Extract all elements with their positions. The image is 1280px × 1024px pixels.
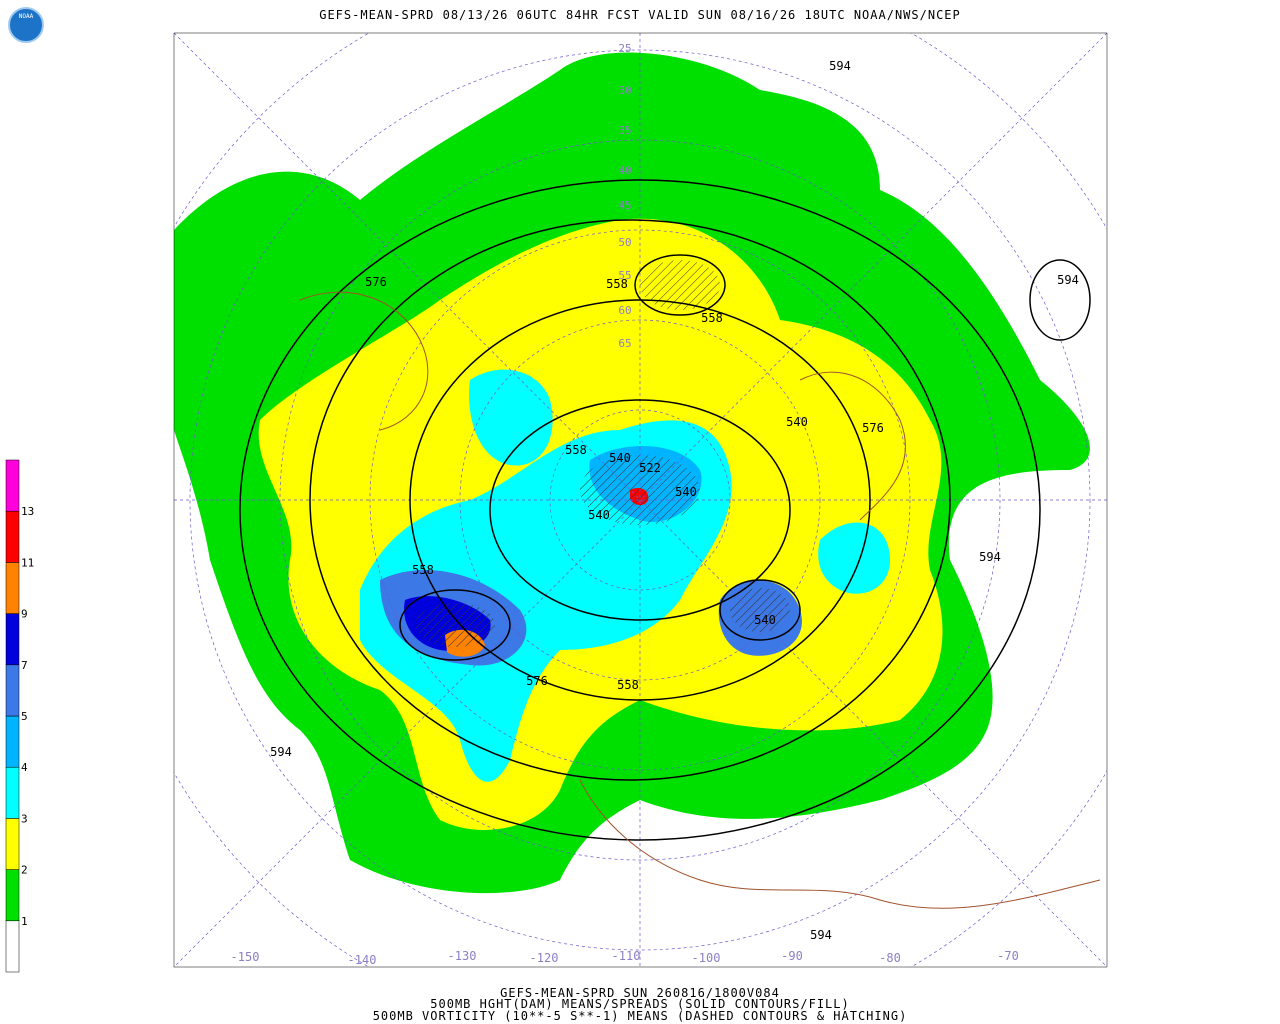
contour-label: 594 — [979, 550, 1001, 564]
latitude-label: 60 — [618, 304, 631, 317]
latitude-label: 25 — [618, 42, 631, 55]
contour-label: 594 — [1057, 273, 1079, 287]
colorbar-label: 9 — [21, 608, 28, 621]
contour-label: 576 — [365, 275, 387, 289]
longitude-label: -90 — [781, 949, 803, 963]
colorbar-cell — [5, 818, 20, 870]
latitude-label: 35 — [618, 124, 631, 137]
contour-label: 594 — [829, 59, 851, 73]
colorbar-label: 2 — [21, 864, 28, 877]
longitude-label: -150 — [231, 950, 260, 964]
colorbar-label: 4 — [21, 761, 28, 774]
latitude-label: 55 — [618, 269, 631, 282]
title: GEFS-MEAN-SPRD 08/13/26 06UTC 84HR FCST … — [319, 8, 961, 22]
contour-label: 540 — [588, 508, 610, 522]
colorbar-cell — [5, 869, 20, 922]
coastlines — [299, 291, 1101, 909]
contour-label: 540 — [675, 485, 697, 499]
vort-hatch — [640, 260, 720, 310]
contour-label: 576 — [526, 674, 548, 688]
colorbar-cell — [5, 715, 20, 768]
longitude-label: -130 — [448, 949, 477, 963]
footer-line: 500MB VORTICITY (10**-5 S**-1) MEANS (DA… — [373, 1009, 908, 1023]
contour-label: 558 — [565, 443, 587, 457]
colorbar-label: 1 — [21, 915, 28, 928]
colorbar-label: 5 — [21, 710, 28, 723]
vort-hatch — [415, 603, 495, 647]
spread-fill-5 — [818, 522, 890, 594]
colorbar-cell — [5, 562, 20, 614]
map — [174, 33, 1107, 967]
longitude-label: -100 — [692, 951, 721, 965]
colorbar-cell — [5, 920, 20, 973]
longitude-label: -120 — [530, 951, 559, 965]
longitude-label: -110 — [612, 949, 641, 963]
colorbar-cell — [5, 459, 20, 512]
footer-line: 500MB HGHT(DAM) MEANS/SPREADS (SOLID CON… — [430, 997, 849, 1011]
longitude-label: -140 — [348, 953, 377, 967]
contour-label: 576 — [862, 421, 884, 435]
graticule — [174, 33, 1107, 967]
logo — [8, 7, 44, 43]
latitude-label: 30 — [618, 84, 631, 97]
colorbar-cell — [5, 510, 20, 563]
spread-fill-4 — [469, 369, 553, 466]
colorbar-label: 7 — [21, 659, 28, 672]
map-frame — [173, 32, 1108, 968]
latitude-label: 45 — [618, 199, 631, 212]
contour-label: 540 — [754, 613, 776, 627]
latitude-label: 65 — [618, 337, 631, 350]
contour-label: 558 — [617, 678, 639, 692]
footer-line: GEFS-MEAN-SPRD SUN 260816/1800V084 — [500, 986, 780, 1000]
colorbar-cell — [5, 766, 20, 819]
longitude-label: -80 — [879, 951, 901, 965]
height-contours — [239, 179, 1091, 841]
logo-text: NOAA — [19, 13, 34, 20]
contour-label: 540 — [786, 415, 808, 429]
contour-label: 558 — [412, 563, 434, 577]
latitude-label: 40 — [618, 164, 631, 177]
contour-label: 558 — [606, 277, 628, 291]
contour-label: 594 — [270, 745, 292, 759]
colorbar-label: 13 — [21, 505, 34, 518]
vort-hatch — [730, 588, 790, 632]
contour-label: 594 — [810, 928, 832, 942]
latitude-label: 50 — [618, 236, 631, 249]
contour-label: 540 — [609, 451, 631, 465]
colorbar-label: 11 — [21, 556, 34, 569]
longitude-label: -70 — [997, 949, 1019, 963]
contour-label: 522 — [639, 461, 661, 475]
colorbar-cell — [5, 613, 20, 666]
contour-label: 558 — [701, 311, 723, 325]
colorbar-cell — [5, 664, 20, 717]
colorbar-label: 3 — [21, 812, 28, 825]
